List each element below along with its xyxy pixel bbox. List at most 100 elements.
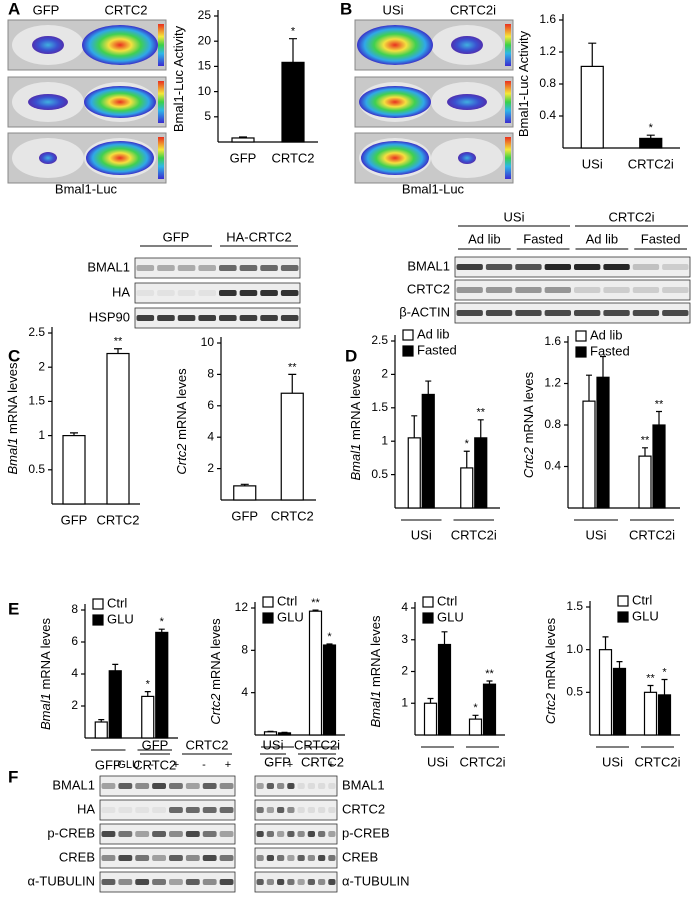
- x-tick-label: CRTC2: [271, 508, 314, 523]
- blot-band: [456, 287, 483, 293]
- blot-band: [485, 264, 513, 270]
- blot-band: [574, 264, 601, 270]
- legend-swatch: [617, 595, 629, 607]
- blot-band: [662, 310, 689, 316]
- row-label: BMAL1: [342, 777, 385, 792]
- bar: [108, 670, 122, 739]
- blot-band: [632, 264, 660, 270]
- blot-band: [603, 287, 630, 293]
- y-axis-label-text: mRNA leves: [368, 615, 383, 687]
- panel-letter: E: [8, 599, 19, 618]
- significance: *: [662, 666, 667, 678]
- bar: [437, 643, 452, 736]
- blot-band: [307, 831, 315, 837]
- error-bar: [112, 663, 119, 671]
- error-bar: [427, 697, 434, 704]
- blot-band: [260, 315, 278, 321]
- bar: [657, 694, 672, 736]
- blot-band: [297, 855, 305, 861]
- blot-strip: [254, 871, 338, 893]
- legend-label: Ctrl: [277, 593, 297, 608]
- legend-label: Ad lib: [590, 327, 623, 342]
- significance: **: [485, 668, 494, 680]
- legend-swatch: [262, 612, 274, 624]
- row-label: HA: [112, 284, 130, 299]
- y-tick-label: 10: [201, 335, 215, 349]
- bar: [280, 392, 304, 501]
- bar: [612, 667, 627, 736]
- legend-label: Ctrl: [632, 592, 652, 607]
- blot-band: [307, 879, 315, 885]
- row-label: BMAL1: [87, 259, 130, 274]
- bar: [421, 393, 435, 509]
- blot-band: [118, 783, 133, 789]
- legend-label: Ctrl: [437, 593, 457, 608]
- y-tick-label: 6: [71, 634, 78, 648]
- luminescence: [359, 86, 431, 118]
- blot-band: [515, 264, 542, 270]
- y-tick-label: 2: [381, 367, 388, 381]
- blot-band: [328, 831, 336, 837]
- error-bar: [239, 136, 247, 138]
- significance: *: [327, 631, 332, 643]
- error-bar: [642, 447, 648, 457]
- bar: [652, 424, 666, 509]
- blot-band: [169, 807, 183, 813]
- row-label: β-ACTIN: [399, 304, 450, 319]
- blot-band: [297, 783, 305, 789]
- blot-band: [256, 831, 264, 837]
- blot-band: [202, 855, 217, 861]
- blot-band: [260, 265, 278, 271]
- y-axis-label: Bmal1 mRNA leves: [368, 615, 383, 728]
- legend-swatch: [402, 345, 414, 357]
- blot-band: [135, 783, 150, 789]
- x-tick-label: USi: [602, 754, 623, 769]
- bar: [281, 61, 305, 143]
- y-tick-label: 1.5: [28, 394, 45, 408]
- blot-band: [219, 290, 237, 296]
- blot-band: [101, 879, 116, 885]
- bar: [596, 376, 610, 509]
- blot-band: [632, 310, 660, 316]
- blot-band: [185, 783, 200, 789]
- x-tick-label: CRTC2: [96, 512, 139, 527]
- row-label: BMAL1: [407, 258, 450, 273]
- blot-band: [198, 265, 216, 271]
- y-tick-label: 0.5: [28, 462, 45, 476]
- legend-swatch: [422, 612, 434, 624]
- blot-band: [185, 807, 200, 813]
- row-label: CRTC2: [342, 801, 385, 816]
- blot-band: [152, 831, 166, 837]
- blot-band: [152, 879, 166, 885]
- y-axis-label-text: mRNA leves: [543, 617, 558, 689]
- blot-strip: [134, 257, 301, 279]
- color-scale: [158, 137, 164, 179]
- blot-band: [219, 315, 237, 321]
- y-axis-label-gene: Crtc2: [208, 693, 223, 725]
- error-bar: [472, 714, 479, 720]
- x-tick-label: CRTC2: [133, 757, 176, 772]
- error-bar: [646, 134, 655, 139]
- bar: [233, 485, 257, 501]
- sign: +: [173, 759, 179, 771]
- y-tick-label: 1: [401, 695, 408, 709]
- blot-strip: [134, 307, 301, 329]
- color-scale: [505, 24, 511, 66]
- image-label: CRTC2i: [450, 2, 496, 17]
- significance: *: [465, 438, 470, 450]
- blot-band: [515, 310, 542, 316]
- bar: [482, 683, 497, 736]
- y-axis-label: Bmal1-Luc Activity: [171, 25, 186, 132]
- y-tick-label: 1.2: [539, 44, 556, 58]
- x-tick-label: GFP: [231, 508, 258, 523]
- blot-band: [318, 831, 326, 837]
- blot-band: [277, 879, 285, 885]
- luminescence: [458, 152, 476, 164]
- treatment-label: GLU: [117, 759, 140, 771]
- error-bar: [326, 643, 333, 646]
- row-label: p-CREB: [47, 825, 95, 840]
- legend-swatch: [262, 596, 274, 608]
- blot-band: [135, 807, 150, 813]
- blot-band: [157, 265, 175, 271]
- blot-band: [266, 783, 274, 789]
